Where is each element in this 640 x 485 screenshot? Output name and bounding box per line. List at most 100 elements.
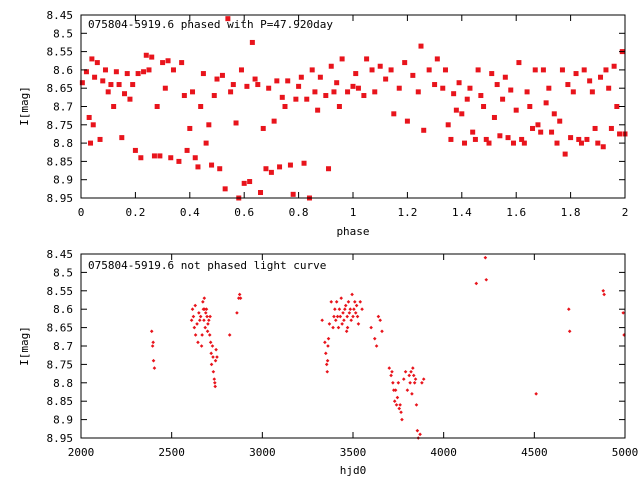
unphased-data-point: [348, 307, 353, 311]
unphased-data-point: [411, 366, 415, 370]
phased-data-point: [238, 67, 244, 73]
unphased-data-point: [391, 381, 395, 385]
unphased-data-point: [389, 373, 393, 378]
unphased-data-point: [208, 340, 213, 345]
phased-data-point: [546, 85, 552, 91]
phased-data-point: [524, 89, 530, 95]
unphased-data-point: [200, 333, 204, 337]
phased-data-point: [187, 125, 193, 131]
phased-data-point: [328, 63, 334, 69]
phased-data-point: [538, 129, 544, 135]
phased-data-point: [584, 136, 590, 142]
unphased-title: 075804-5919.6 not phased light curve: [88, 259, 326, 272]
unphased-data-point: [343, 303, 348, 308]
phased-data-point: [222, 186, 228, 192]
unphased-data-point: [209, 351, 213, 356]
phased-data-point: [146, 67, 152, 73]
unphased-data-point: [412, 381, 417, 385]
unphased-data-point: [356, 322, 361, 326]
phased-data-point: [448, 136, 454, 142]
unphased-data-point: [214, 347, 218, 352]
unphased-data-point: [380, 329, 384, 334]
phased-data-point: [551, 111, 557, 117]
phased-data-point: [350, 83, 356, 89]
phased-data-point: [241, 180, 247, 186]
phased-y-ticks: 8.45 8.5 8.55 8.6 8.65 8.7 8.75 8.8 8.85 8.9 8.95: [47, 9, 625, 205]
unphased-data-point: [410, 392, 414, 396]
phased-data-point: [364, 56, 370, 62]
phased-data-point: [271, 118, 277, 124]
unphased-data-point: [392, 388, 396, 392]
phased-data-point: [470, 129, 476, 135]
phased-data-point: [141, 69, 147, 75]
unphased-data-point: [345, 325, 350, 330]
unphased-data-point: [235, 311, 239, 315]
unphased-data-point: [621, 311, 625, 315]
phased-data-point: [516, 60, 522, 66]
phased-data-point: [116, 82, 122, 88]
unphased-data-point: [202, 296, 207, 300]
phased-data-point: [151, 153, 157, 159]
unphased-data-point: [323, 340, 327, 345]
phased-x-tick-label: 0.8: [289, 206, 309, 219]
phased-x-tick-label: 0.6: [234, 206, 254, 219]
unphased-data-point: [343, 307, 347, 311]
unphased-y-tick-label: 8.85: [47, 395, 74, 408]
phased-data-point: [83, 69, 89, 75]
phased-data-point: [418, 43, 424, 49]
phased-x-ticks: 0 0.2 0.4 0.6 0.8 1 1.2 1.4 1.6 1.8 2: [78, 15, 628, 219]
phased-data-point: [160, 60, 166, 66]
unphased-data-point: [202, 318, 206, 323]
phased-data-point: [617, 131, 623, 137]
unphased-data-point: [396, 381, 401, 385]
phased-data-point: [598, 74, 604, 80]
phased-data-point: [462, 140, 468, 146]
unphased-data-point: [326, 336, 331, 341]
unphased-data-point: [413, 377, 418, 381]
phased-data-point: [124, 71, 130, 77]
unphased-x-tick-label: 4500: [521, 446, 548, 459]
unphased-data-point: [341, 311, 345, 315]
unphased-data-point: [332, 314, 336, 319]
phased-data-point: [510, 140, 516, 146]
unphased-data-point: [199, 344, 204, 348]
unphased-data-point: [339, 296, 344, 300]
unphased-data-point: [189, 318, 194, 323]
phased-data-point: [345, 89, 351, 95]
phased-data-point: [502, 74, 508, 80]
phased-data-point: [410, 72, 416, 78]
phased-data-point: [102, 67, 108, 73]
phased-data-point: [521, 140, 527, 146]
unphased-data-point: [409, 369, 413, 374]
unphased-data-point: [213, 381, 217, 385]
phased-data-point: [122, 91, 128, 97]
unphased-data-point: [335, 314, 340, 319]
phased-data-point: [442, 67, 448, 73]
unphased-data-point: [420, 381, 424, 385]
phased-data-point: [79, 80, 85, 86]
phased-data-point: [260, 125, 266, 131]
unphased-plot-frame: [80, 253, 626, 439]
unphased-data-point: [395, 395, 400, 400]
phased-data-point: [415, 89, 421, 95]
unphased-data-point: [602, 292, 606, 297]
phased-data-point: [285, 78, 291, 84]
unphased-x-tick-label: 3500: [340, 446, 367, 459]
phased-data-point: [90, 122, 96, 128]
unphased-data-point: [205, 314, 209, 319]
phased-data-point: [478, 93, 484, 99]
phased-data-point: [543, 100, 549, 106]
unphased-y-tick-label: 8.5: [53, 266, 73, 279]
phased-data-point: [268, 169, 274, 175]
phased-data-point: [568, 135, 574, 141]
phased-data-point: [263, 166, 269, 172]
phased-data-point: [317, 74, 323, 80]
phased-x-tick-label: 1.2: [397, 206, 417, 219]
phased-data-point: [192, 155, 198, 161]
unphased-data-point: [601, 289, 606, 293]
unphased-data-point: [151, 340, 155, 345]
phased-data-point: [190, 89, 196, 95]
unphased-data-point: [376, 314, 381, 319]
phased-data-point: [309, 67, 315, 73]
phased-y-tick-label: 8.65: [47, 82, 74, 95]
